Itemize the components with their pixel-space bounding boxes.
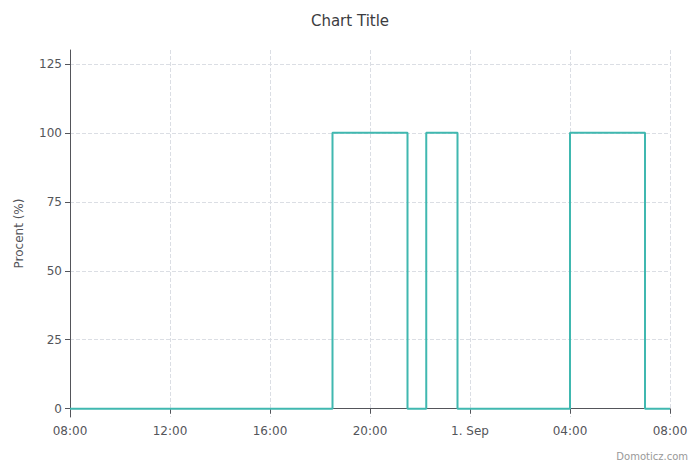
svg-text:08:00: 08:00 bbox=[53, 424, 88, 438]
svg-text:Domoticz.com: Domoticz.com bbox=[616, 451, 688, 462]
svg-text:Chart Title: Chart Title bbox=[311, 12, 389, 30]
svg-text:0: 0 bbox=[54, 402, 62, 416]
svg-text:Procent (%): Procent (%) bbox=[12, 199, 26, 269]
svg-text:50: 50 bbox=[47, 264, 62, 278]
svg-text:08:00: 08:00 bbox=[653, 424, 688, 438]
svg-text:16:00: 16:00 bbox=[253, 424, 288, 438]
svg-text:125: 125 bbox=[39, 57, 62, 71]
svg-text:20:00: 20:00 bbox=[353, 424, 388, 438]
svg-text:100: 100 bbox=[39, 126, 62, 140]
svg-text:1. Sep: 1. Sep bbox=[451, 424, 489, 438]
svg-text:25: 25 bbox=[47, 333, 62, 347]
svg-text:75: 75 bbox=[47, 195, 62, 209]
svg-text:12:00: 12:00 bbox=[153, 424, 188, 438]
svg-text:04:00: 04:00 bbox=[553, 424, 588, 438]
